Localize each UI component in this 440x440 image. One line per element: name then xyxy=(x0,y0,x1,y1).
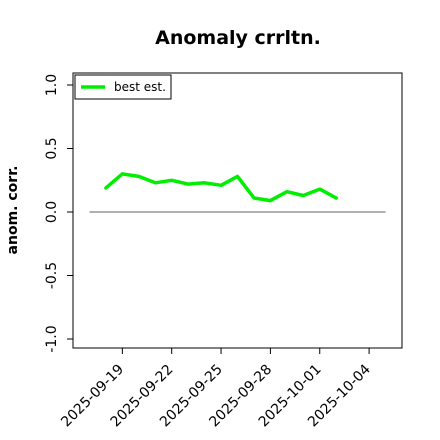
data-point xyxy=(187,183,189,185)
data-point xyxy=(105,187,107,189)
y-tick-label: 0.5 xyxy=(44,137,60,159)
data-point xyxy=(269,199,272,202)
y-tick-label: -1.0 xyxy=(44,325,60,352)
data-point xyxy=(203,181,206,184)
y-tick-label: 0.0 xyxy=(44,201,60,223)
data-point xyxy=(253,197,255,199)
chart-title: Anomaly crrltn. xyxy=(155,27,321,49)
plot-frame xyxy=(72,72,403,349)
data-point xyxy=(286,190,288,193)
data-point xyxy=(318,188,321,190)
data-point xyxy=(154,181,157,184)
y-tick-label: 1.0 xyxy=(44,74,60,96)
series-line-best-est xyxy=(104,172,338,203)
data-point xyxy=(335,197,338,199)
data-point xyxy=(220,184,222,187)
y-axis-label: anom. corr. xyxy=(5,166,21,255)
data-point xyxy=(302,194,305,197)
data-point xyxy=(236,175,239,178)
data-point xyxy=(138,175,140,178)
x-axis: 2025-09-192025-09-222025-09-252025-09-28… xyxy=(58,348,374,430)
series-group xyxy=(104,172,338,203)
legend: best est. xyxy=(74,74,172,100)
legend-label-best-est: best est. xyxy=(114,80,166,94)
data-point xyxy=(121,173,124,175)
data-point xyxy=(170,179,173,182)
y-tick-label: -0.5 xyxy=(44,262,60,289)
y-axis: -1.0 -0.5 0.0 0.5 1.0 xyxy=(44,74,73,353)
